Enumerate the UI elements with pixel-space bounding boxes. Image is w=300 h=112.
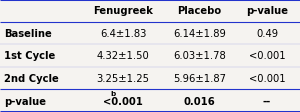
Text: 6.4±1.83: 6.4±1.83 (100, 29, 146, 39)
Text: Baseline: Baseline (4, 29, 52, 39)
Text: 1st Cycle: 1st Cycle (4, 51, 56, 61)
Text: p-value: p-value (246, 6, 288, 16)
Text: p-value: p-value (4, 96, 47, 106)
Text: <0.001: <0.001 (249, 51, 285, 61)
Text: Placebo: Placebo (177, 6, 222, 16)
Text: b: b (110, 90, 116, 96)
Text: 0.49: 0.49 (256, 29, 278, 39)
Text: <0.001: <0.001 (103, 96, 143, 106)
Text: Fenugreek: Fenugreek (93, 6, 153, 16)
Text: 6.14±1.89: 6.14±1.89 (173, 29, 226, 39)
Text: 4.32±1.50: 4.32±1.50 (97, 51, 149, 61)
Text: 6.03±1.78: 6.03±1.78 (173, 51, 226, 61)
Text: 2nd Cycle: 2nd Cycle (4, 73, 59, 83)
Text: <0.001: <0.001 (249, 73, 285, 83)
Text: 3.25±1.25: 3.25±1.25 (97, 73, 149, 83)
Text: 0.016: 0.016 (184, 96, 215, 106)
Text: --: -- (263, 96, 271, 106)
Text: 5.96±1.87: 5.96±1.87 (173, 73, 226, 83)
